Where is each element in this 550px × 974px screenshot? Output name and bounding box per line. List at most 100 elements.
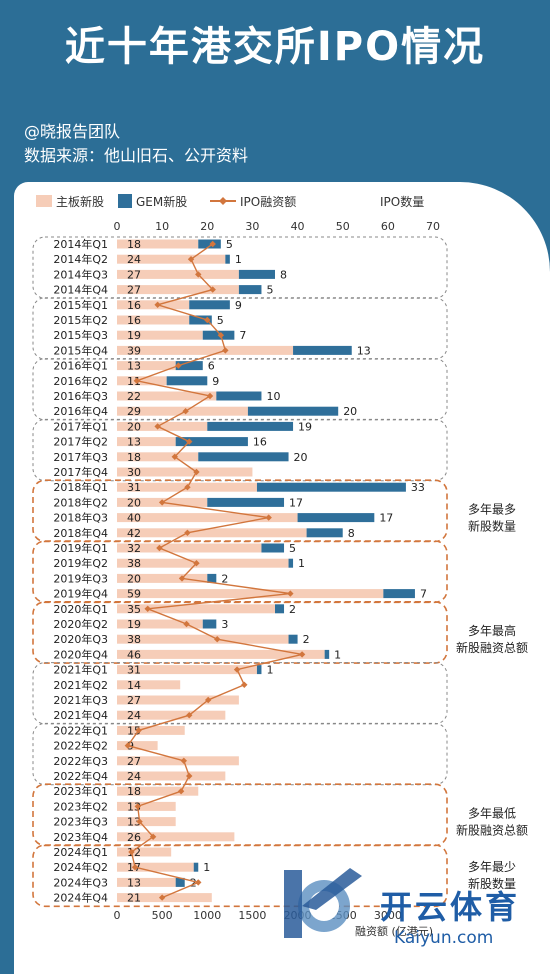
gem-bar-label: 10 xyxy=(266,390,280,403)
category-label: 2017年Q1 xyxy=(53,419,108,433)
main-bar xyxy=(117,756,239,766)
main-bar-label: 27 xyxy=(127,284,141,297)
gem-bar-label: 20 xyxy=(343,405,357,418)
top-axis-tick: 40 xyxy=(291,220,305,233)
main-bar-label: 20 xyxy=(127,420,141,433)
category-label: 2014年Q2 xyxy=(53,252,108,266)
main-bar-label: 35 xyxy=(127,603,141,616)
category-label: 2017年Q3 xyxy=(53,450,108,464)
category-label: 2017年Q4 xyxy=(53,465,108,479)
main-bar xyxy=(117,345,294,355)
ipo-point xyxy=(135,727,142,734)
ipo-point xyxy=(222,347,229,354)
top-axis-tick: 10 xyxy=(155,220,169,233)
gem-bar xyxy=(256,665,262,675)
ipo-point xyxy=(186,438,193,445)
main-bar xyxy=(117,421,208,431)
category-label: 2016年Q4 xyxy=(53,404,108,418)
group-box xyxy=(32,358,448,421)
main-bar-label: 24 xyxy=(127,770,141,783)
gem-bar-label: 16 xyxy=(253,436,267,449)
gem-bar-label: 33 xyxy=(411,481,425,494)
gem-bar-label: 1 xyxy=(235,253,242,266)
annotation-text: 新股融资总额 xyxy=(456,640,528,655)
main-bar-label: 18 xyxy=(127,451,141,464)
group-box xyxy=(32,662,448,725)
main-bar-label: 31 xyxy=(127,481,141,494)
ipo-point xyxy=(156,544,163,552)
main-bar xyxy=(117,695,239,705)
category-label: 2016年Q2 xyxy=(53,374,108,388)
main-bar xyxy=(117,376,167,386)
gem-bar xyxy=(288,558,294,568)
gem-bar-label: 5 xyxy=(226,238,233,251)
ipo-point xyxy=(184,484,191,491)
main-bar-label: 13 xyxy=(127,360,141,373)
category-label: 2018年Q3 xyxy=(53,511,108,525)
main-bar-label: 46 xyxy=(127,648,141,661)
ipo-point xyxy=(233,666,241,673)
ipo-point xyxy=(175,362,182,369)
main-bar xyxy=(117,710,226,720)
category-label: 2017年Q2 xyxy=(53,435,108,449)
main-bar xyxy=(117,589,384,599)
main-bar xyxy=(117,315,190,325)
main-bar-label: 21 xyxy=(127,892,141,905)
ipo-point xyxy=(158,499,166,506)
annotation-text: 新股融资总额 xyxy=(456,823,528,838)
main-bar-label: 13 xyxy=(127,436,141,449)
ipo-point xyxy=(134,803,141,810)
gem-bar xyxy=(383,589,415,599)
source-text: 数据来源：他山旧石、公开资料 xyxy=(24,146,249,165)
main-bar-label: 27 xyxy=(127,694,141,707)
category-label: 2024年Q1 xyxy=(53,845,108,859)
category-label: 2021年Q4 xyxy=(53,708,108,722)
main-bar xyxy=(117,832,235,842)
category-label: 2019年Q1 xyxy=(53,541,108,555)
ipo-point xyxy=(217,332,225,339)
main-bar xyxy=(117,269,239,279)
category-label: 2023年Q1 xyxy=(53,784,108,798)
category-label: 2015年Q3 xyxy=(53,328,108,342)
group-box xyxy=(32,479,448,543)
bottom-axis-tick: 1000 xyxy=(193,909,221,922)
ipo-point xyxy=(287,590,294,597)
main-bar xyxy=(117,817,176,827)
category-label: 2014年Q1 xyxy=(53,237,108,251)
chart-card: 主板新股 GEM新股 IPO融资额 IPO数量 0 10 20 30 40 50 60 70 0 500 1… xyxy=(14,182,550,974)
main-bar-label: 38 xyxy=(127,633,141,646)
ipo-point xyxy=(195,879,202,886)
main-bar-label: 24 xyxy=(127,253,141,266)
ipo-point xyxy=(144,605,151,612)
legend-label-ipo: IPO融资额 xyxy=(240,195,296,209)
gem-bar xyxy=(207,421,294,431)
gem-bar-label: 9 xyxy=(235,299,242,312)
top-axis-tick: 30 xyxy=(245,220,259,233)
ipo-point xyxy=(187,256,195,263)
group-box xyxy=(32,418,448,482)
main-bar xyxy=(117,680,181,690)
main-bar xyxy=(117,543,262,553)
category-label: 2016年Q3 xyxy=(53,389,108,403)
annotation-text: 多年最多 xyxy=(468,503,516,517)
category-label: 2019年Q2 xyxy=(53,556,108,570)
gem-bar-label: 1 xyxy=(334,648,341,661)
group-box xyxy=(32,844,448,908)
gem-bar xyxy=(189,315,212,325)
group-box xyxy=(32,783,448,847)
main-bar xyxy=(117,452,199,462)
annotation-text: 多年最高 xyxy=(468,623,516,638)
ipo-point xyxy=(178,575,186,582)
ipo-point xyxy=(133,377,141,384)
main-bar xyxy=(117,786,199,796)
gem-bar-label: 17 xyxy=(379,512,393,525)
gem-bar-label: 7 xyxy=(420,588,427,601)
group-box xyxy=(32,540,448,604)
gem-bar-label: 7 xyxy=(239,329,246,342)
bottom-axis-tick: 3000 xyxy=(374,909,402,922)
category-label: 2018年Q4 xyxy=(53,526,108,540)
ipo-point xyxy=(206,392,214,400)
category-label: 2023年Q2 xyxy=(53,799,108,813)
ipo-point xyxy=(204,696,212,704)
annotation-text: 新股数量 xyxy=(468,876,516,891)
